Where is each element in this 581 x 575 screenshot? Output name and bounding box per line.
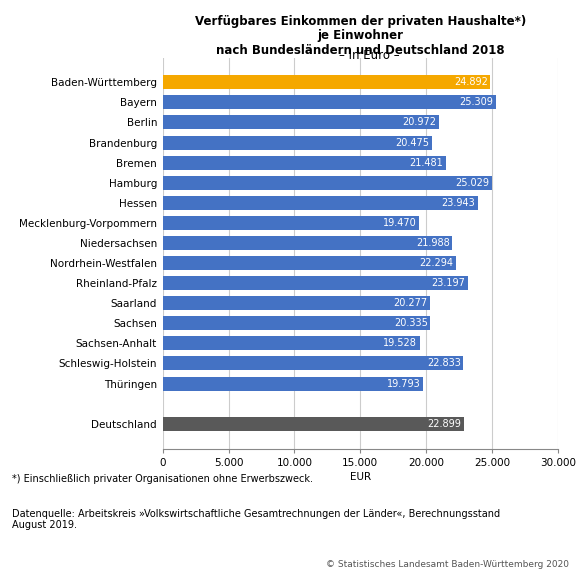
Text: 20.475: 20.475 bbox=[396, 137, 430, 148]
Text: 25.029: 25.029 bbox=[456, 178, 490, 187]
Bar bbox=[163, 196, 478, 210]
Bar bbox=[163, 75, 490, 89]
Text: 20.972: 20.972 bbox=[402, 117, 436, 128]
Bar bbox=[163, 276, 468, 290]
X-axis label: EUR: EUR bbox=[350, 472, 371, 482]
Text: 22.899: 22.899 bbox=[428, 419, 462, 429]
Text: 19.528: 19.528 bbox=[383, 338, 417, 348]
Bar bbox=[163, 136, 432, 150]
Text: 23.943: 23.943 bbox=[442, 198, 475, 208]
Bar bbox=[163, 336, 420, 350]
Bar bbox=[163, 156, 446, 170]
Text: 21.481: 21.481 bbox=[409, 158, 443, 168]
Text: 23.197: 23.197 bbox=[432, 278, 465, 288]
Bar bbox=[163, 417, 464, 431]
Bar bbox=[163, 377, 424, 390]
Text: 20.277: 20.277 bbox=[393, 298, 427, 308]
Bar bbox=[163, 95, 496, 109]
Text: 22.294: 22.294 bbox=[419, 258, 454, 268]
Text: 21.988: 21.988 bbox=[416, 238, 450, 248]
Bar bbox=[163, 296, 430, 310]
Text: 19.470: 19.470 bbox=[383, 218, 417, 228]
Bar bbox=[163, 216, 419, 230]
Text: 19.793: 19.793 bbox=[387, 378, 421, 389]
Title: Verfügbares Einkommen der privaten Haushalte*)
je Einwohner
nach Bundesländern u: Verfügbares Einkommen der privaten Haush… bbox=[195, 14, 526, 58]
Bar bbox=[163, 236, 452, 250]
Text: 24.892: 24.892 bbox=[454, 77, 488, 87]
Text: – in Euro –: – in Euro – bbox=[339, 49, 399, 62]
Bar bbox=[163, 316, 431, 330]
Bar bbox=[163, 356, 464, 370]
Text: © Statistisches Landesamt Baden-Württemberg 2020: © Statistisches Landesamt Baden-Württemb… bbox=[327, 560, 569, 569]
Text: *) Einschließlich privater Organisationen ohne Erwerbszweck.: *) Einschließlich privater Organisatione… bbox=[12, 474, 313, 484]
Text: Datenquelle: Arbeitskreis »Volkswirtschaftliche Gesamtrechnungen der Länder«, Be: Datenquelle: Arbeitskreis »Volkswirtscha… bbox=[12, 509, 500, 531]
Bar bbox=[163, 256, 456, 270]
Bar bbox=[163, 116, 439, 129]
Text: 20.335: 20.335 bbox=[394, 319, 428, 328]
Text: 22.833: 22.833 bbox=[427, 358, 461, 369]
Text: 25.309: 25.309 bbox=[460, 97, 493, 108]
Bar bbox=[163, 176, 492, 190]
